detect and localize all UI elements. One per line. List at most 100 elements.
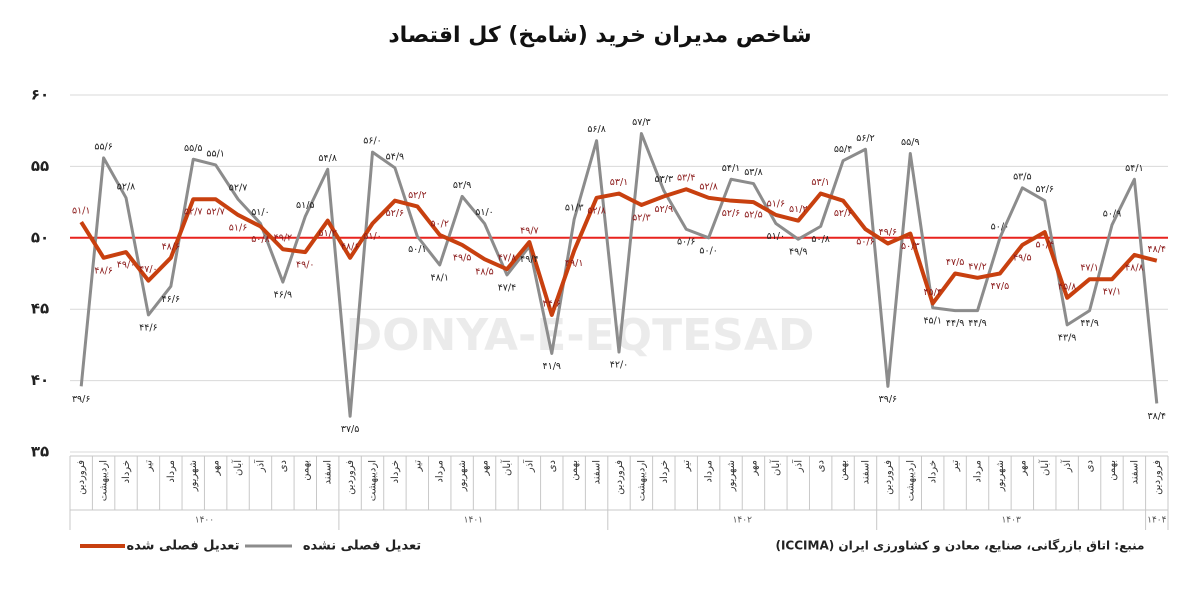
x-tick-label: آبان — [231, 459, 244, 476]
data-label: ۵۴/۱ — [1125, 163, 1144, 174]
data-label: ۴۹/۷ — [520, 226, 539, 237]
data-label: ۳۸/۴ — [1148, 411, 1167, 422]
data-label: ۵۲/۵ — [744, 210, 763, 221]
data-label: ۵۱/۰ — [475, 207, 494, 218]
x-tick-label: اسفند — [1129, 460, 1140, 484]
data-label: ۵۱/۰ — [767, 231, 786, 242]
data-label: ۵۱/۰ — [363, 231, 382, 242]
x-tick-label: مهر — [1017, 460, 1028, 476]
data-label: ۵۵/۵ — [184, 143, 203, 154]
x-tick-label: اسفند — [592, 460, 603, 484]
chart-title: شاخص مدیران خرید (شامخ) کل اقتصاد — [388, 23, 811, 48]
data-label: ۵۰/۰ — [699, 245, 718, 256]
x-tick-label: مهر — [480, 460, 491, 476]
x-tick-label: فروردین — [883, 460, 894, 495]
data-label: ۴۵/۱ — [923, 315, 942, 326]
data-label: ۵۲/۷ — [206, 207, 225, 218]
data-label: ۵۱/۶ — [229, 222, 248, 233]
data-label: ۵۰/۲ — [430, 218, 449, 229]
data-label: ۴۸/۵ — [475, 267, 494, 278]
data-label: ۴۴/۹ — [968, 318, 987, 329]
data-label: ۵۵/۹ — [901, 137, 920, 148]
data-label: ۵۶/۸ — [587, 124, 606, 135]
data-label: ۵۱/۲ — [318, 228, 337, 239]
x-tick-label: اسفند — [323, 460, 334, 484]
data-label: ۵۱/۵ — [296, 200, 315, 211]
data-label: ۵۵/۱ — [206, 148, 225, 159]
x-tick-label: آذر — [522, 459, 535, 473]
data-label: ۵۰/۴ — [1035, 240, 1054, 251]
data-label: ۴۱/۹ — [543, 361, 562, 372]
x-tick-label: تیر — [143, 460, 154, 473]
data-label: ۴۲/۰ — [610, 360, 629, 371]
y-tick-label: ۵۰ — [31, 228, 49, 246]
data-label: ۵۳/۱ — [811, 177, 830, 188]
x-tick-label: مهر — [748, 460, 759, 476]
x-tick-label: اردیبهشت — [99, 460, 110, 501]
data-label: ۴۸/۱ — [430, 272, 449, 283]
data-label: ۵۲/۳ — [632, 212, 651, 223]
data-label: ۴۹/۲ — [274, 233, 293, 244]
data-label: ۴۹/۹ — [789, 247, 808, 258]
data-label: ۵۲/۹ — [655, 204, 674, 215]
legend-label: تعدیل فصلی نشده — [303, 539, 421, 554]
data-label: ۵۴/۱ — [722, 163, 741, 174]
x-tick-label: آبان — [1038, 459, 1051, 476]
data-label: ۵۰/۳ — [901, 241, 920, 252]
data-label: ۴۷/۸ — [498, 253, 517, 264]
data-label: ۵۳/۴ — [677, 173, 696, 184]
year-label: ۱۴۰۱ — [464, 516, 483, 526]
x-tick-label: شهریور — [188, 460, 199, 492]
data-label: ۵۲/۶ — [1035, 184, 1054, 195]
data-label: ۴۸/۶ — [162, 241, 181, 252]
x-tick-label: بهمن — [838, 460, 849, 481]
x-tick-label: شهریور — [726, 460, 737, 492]
data-label: ۴۹/۰ — [296, 260, 315, 271]
data-label: ۵۳/۱ — [610, 177, 629, 188]
x-tick-label: دی — [547, 460, 558, 472]
data-label: ۵۲/۶ — [386, 208, 405, 219]
data-label: ۳۹/۶ — [72, 394, 91, 405]
data-label: ۴۷/۵ — [946, 257, 965, 268]
data-label: ۵۰/۶ — [856, 237, 875, 248]
data-label: ۴۸/۶ — [94, 265, 113, 276]
x-tick-label: آذر — [253, 459, 266, 473]
x-tick-label: مرداد — [704, 460, 715, 483]
data-label: ۵۰/۰ — [991, 221, 1010, 232]
data-label: ۳۹/۶ — [879, 394, 898, 405]
data-label: ۴۷/۴ — [498, 282, 517, 293]
data-label: ۴۸/۶ — [341, 241, 360, 252]
data-label: ۴۷/۱ — [1080, 263, 1099, 274]
data-label: ۴۴/۹ — [946, 318, 965, 329]
data-label: ۵۰/۶ — [677, 237, 696, 248]
x-tick-label: خرداد — [121, 460, 132, 483]
data-label: ۵۳/۸ — [744, 167, 763, 178]
data-label: ۵۱/۱ — [72, 206, 91, 217]
data-label: ۴۶/۹ — [274, 290, 293, 301]
data-label: ۴۹/۵ — [453, 252, 472, 263]
x-tick-label: اردیبهشت — [368, 460, 379, 501]
data-label: ۴۷/۵ — [991, 281, 1010, 292]
data-label: ۴۷/۰ — [139, 264, 158, 275]
data-label: ۵۲/۶ — [834, 208, 853, 219]
data-label: ۴۵/۴ — [923, 287, 942, 298]
watermark: DONYA-E-EQTESAD — [346, 310, 815, 361]
data-label: ۵۳/۵ — [1013, 171, 1032, 182]
x-tick-label: مرداد — [435, 460, 446, 483]
x-tick-label: بهمن — [569, 460, 580, 481]
data-label: ۳۷/۵ — [341, 424, 360, 435]
y-tick-label: ۴۵ — [31, 300, 49, 318]
data-label: ۵۰/۸ — [251, 234, 270, 245]
data-label: ۴۹/۱ — [565, 258, 584, 269]
data-label: ۴۶/۶ — [162, 294, 181, 305]
data-label: ۴۴/۹ — [1080, 318, 1099, 329]
x-tick-label: مهر — [211, 460, 222, 476]
x-tick-label: تیر — [681, 460, 692, 473]
data-label: ۵۵/۴ — [834, 144, 853, 155]
y-tick-label: ۴۰ — [31, 371, 49, 389]
x-tick-label: فروردین — [614, 460, 625, 495]
x-tick-label: شهریور — [457, 460, 468, 492]
data-label: ۵۰/۱ — [408, 244, 427, 255]
data-label: ۵۱/۶ — [767, 198, 786, 209]
